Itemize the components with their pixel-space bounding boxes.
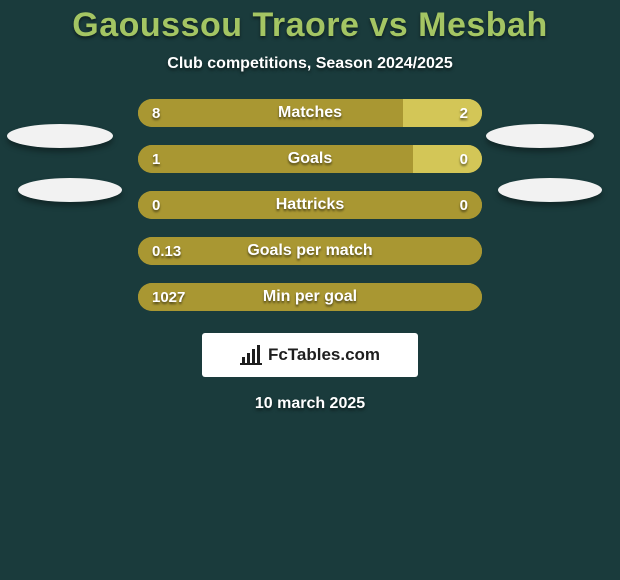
player-left-marker xyxy=(7,124,113,148)
stat-bar: Hattricks00 xyxy=(138,191,482,219)
stat-value-left: 1 xyxy=(152,145,160,173)
comparison-infographic: Gaoussou Traore vs Mesbah Club competiti… xyxy=(0,0,620,580)
stat-value-right: 2 xyxy=(460,99,468,127)
stat-row: Matches82 xyxy=(0,99,620,127)
logo-text: FcTables.com xyxy=(268,345,380,365)
bar-fill-left xyxy=(138,283,482,311)
stat-value-right: 0 xyxy=(460,145,468,173)
bar-fill-left xyxy=(138,191,482,219)
player-right-marker-2 xyxy=(498,178,602,202)
stat-bar: Matches82 xyxy=(138,99,482,127)
stat-row: Min per goal1027 xyxy=(0,283,620,311)
stat-row: Goals per match0.13 xyxy=(0,237,620,265)
stat-bar: Min per goal1027 xyxy=(138,283,482,311)
player-right-marker xyxy=(486,124,594,148)
bar-fill-right xyxy=(413,145,482,173)
bar-fill-left xyxy=(138,99,403,127)
player-left-marker-2 xyxy=(18,178,122,202)
fctables-logo: FcTables.com xyxy=(202,333,418,377)
stat-bar: Goals per match0.13 xyxy=(138,237,482,265)
bar-fill-left xyxy=(138,145,413,173)
page-subtitle: Club competitions, Season 2024/2025 xyxy=(167,55,452,73)
bar-fill-left xyxy=(138,237,482,265)
bar-fill-right xyxy=(403,99,482,127)
chart-icon xyxy=(240,345,262,365)
stat-value-left: 8 xyxy=(152,99,160,127)
stat-value-right: 0 xyxy=(460,191,468,219)
stat-value-left: 1027 xyxy=(152,283,185,311)
stat-value-left: 0 xyxy=(152,191,160,219)
page-title: Gaoussou Traore vs Mesbah xyxy=(72,6,547,45)
stat-value-left: 0.13 xyxy=(152,237,181,265)
stat-row: Goals10 xyxy=(0,145,620,173)
footer-date: 10 march 2025 xyxy=(255,395,365,413)
stat-bar: Goals10 xyxy=(138,145,482,173)
